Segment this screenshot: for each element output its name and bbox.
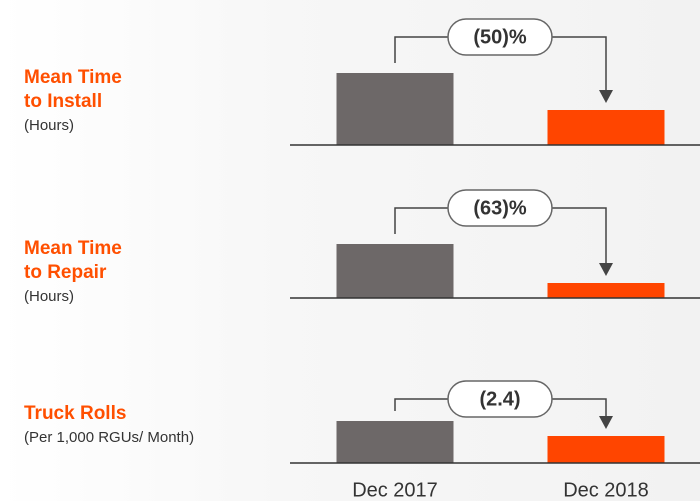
arrow-head xyxy=(599,416,613,429)
change-label: (63)% xyxy=(473,197,527,219)
change-label: (50)% xyxy=(473,26,527,48)
change-pill xyxy=(447,18,553,56)
metric-label: Mean Time to Repair xyxy=(24,238,122,283)
arrow-head xyxy=(599,90,613,103)
metric-unit: (Hours) xyxy=(24,117,75,134)
metric-label: Mean Time to Install xyxy=(24,67,122,112)
change-pill xyxy=(447,380,553,418)
metric-unit: (Per 1,000 RGUs/ Month) xyxy=(24,429,195,446)
arrow-head xyxy=(599,263,613,276)
bar xyxy=(547,110,665,145)
bar xyxy=(336,421,454,463)
bar xyxy=(336,244,454,298)
change-label: (2.4) xyxy=(479,388,520,410)
x-tick-label: Dec 2018 xyxy=(563,479,649,501)
bar xyxy=(547,436,665,463)
bar xyxy=(336,73,454,145)
metric-label: Truck Rolls xyxy=(24,403,127,424)
x-tick-label: Dec 2017 xyxy=(352,479,438,501)
metric-unit: (Hours) xyxy=(24,288,75,305)
change-pill xyxy=(447,189,553,227)
bar xyxy=(547,283,665,298)
